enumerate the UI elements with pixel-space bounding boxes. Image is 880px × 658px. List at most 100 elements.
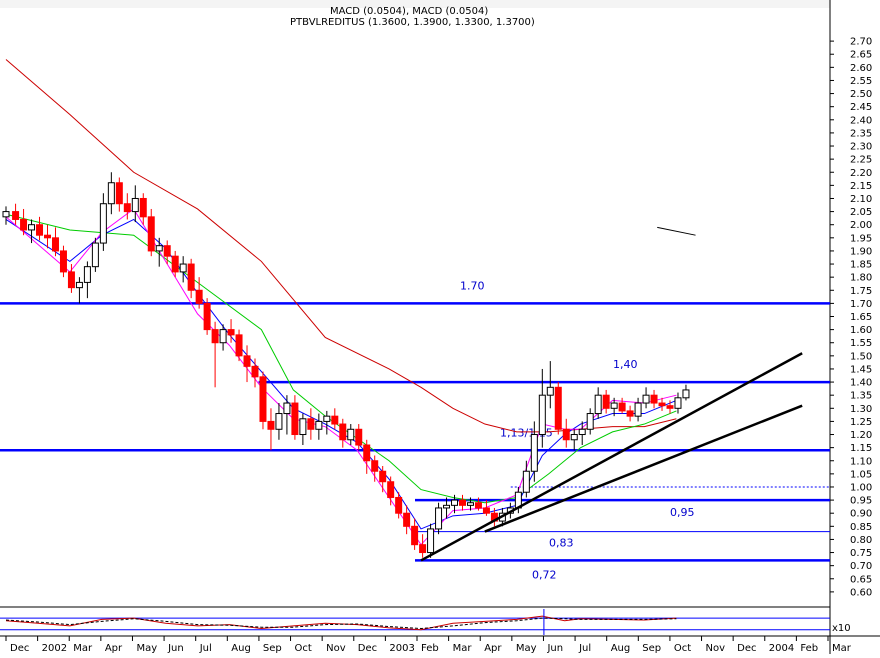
- candle[interactable]: [650, 389, 658, 409]
- candle[interactable]: [307, 408, 315, 440]
- candle[interactable]: [179, 256, 187, 283]
- candle[interactable]: [331, 408, 339, 430]
- candle[interactable]: [435, 502, 443, 535]
- candle[interactable]: [554, 382, 562, 435]
- candle[interactable]: [155, 237, 163, 267]
- ma-long-line: [5, 59, 677, 433]
- y-tick-label: 0.85: [850, 522, 872, 533]
- candle[interactable]: [419, 534, 427, 558]
- candle[interactable]: [355, 424, 363, 451]
- candle-body: [666, 405, 674, 409]
- candle[interactable]: [474, 497, 482, 511]
- candle[interactable]: [51, 227, 59, 257]
- x-tick-label: Feb: [800, 643, 818, 654]
- candle[interactable]: [530, 421, 538, 482]
- candle[interactable]: [482, 500, 490, 516]
- y-tick-label: 2.35: [850, 128, 872, 139]
- candle[interactable]: [586, 408, 594, 435]
- candle[interactable]: [59, 245, 67, 278]
- candle[interactable]: [451, 494, 459, 514]
- candle[interactable]: [283, 395, 291, 435]
- y-tick-label: 2.30: [850, 142, 872, 153]
- candle-body: [562, 428, 570, 441]
- candle[interactable]: [291, 395, 299, 440]
- trend-line: [420, 352, 803, 562]
- candle[interactable]: [682, 384, 690, 401]
- candle[interactable]: [546, 361, 554, 409]
- candle[interactable]: [522, 460, 530, 498]
- candle[interactable]: [99, 193, 107, 251]
- candle[interactable]: [666, 400, 674, 414]
- candle[interactable]: [323, 410, 331, 435]
- candle[interactable]: [618, 397, 626, 414]
- trend-line: [484, 404, 803, 533]
- candle[interactable]: [315, 413, 323, 440]
- candle[interactable]: [259, 371, 267, 430]
- candle[interactable]: [299, 413, 307, 446]
- candle[interactable]: [28, 219, 36, 244]
- candle[interactable]: [211, 321, 219, 388]
- candle[interactable]: [594, 387, 602, 419]
- candle[interactable]: [171, 250, 179, 278]
- candle[interactable]: [67, 264, 75, 293]
- candle[interactable]: [267, 408, 275, 451]
- candle[interactable]: [538, 368, 546, 448]
- candle[interactable]: [387, 476, 395, 506]
- candle[interactable]: [147, 208, 155, 257]
- candle[interactable]: [275, 403, 283, 440]
- candle[interactable]: [427, 523, 435, 558]
- candle[interactable]: [642, 387, 650, 409]
- candle[interactable]: [139, 193, 147, 225]
- candle[interactable]: [195, 277, 203, 309]
- candle[interactable]: [219, 324, 227, 351]
- candle[interactable]: [131, 185, 139, 223]
- candle[interactable]: [443, 497, 451, 519]
- candle[interactable]: [658, 397, 666, 411]
- candle[interactable]: [75, 277, 83, 304]
- candle[interactable]: [44, 224, 51, 249]
- candle[interactable]: [163, 240, 171, 265]
- x-tick-label: Dec: [10, 643, 29, 654]
- candle[interactable]: [395, 492, 403, 519]
- candle[interactable]: [20, 208, 28, 236]
- candle[interactable]: [235, 329, 243, 362]
- candle[interactable]: [403, 505, 411, 535]
- candle-body: [554, 386, 562, 430]
- x-tick-label: May: [516, 643, 537, 654]
- candle[interactable]: [91, 237, 99, 272]
- candle[interactable]: [243, 345, 251, 383]
- x-tick-label: Feb: [421, 643, 439, 654]
- candle[interactable]: [203, 298, 211, 335]
- x-tick-label: Mar: [453, 643, 473, 654]
- candle[interactable]: [83, 261, 91, 299]
- candle[interactable]: [578, 421, 586, 446]
- candle[interactable]: [466, 497, 474, 511]
- candle[interactable]: [634, 397, 642, 422]
- candle[interactable]: [610, 397, 618, 417]
- candle[interactable]: [36, 216, 44, 241]
- candle[interactable]: [115, 177, 123, 212]
- candle[interactable]: [363, 439, 371, 474]
- candle[interactable]: [674, 392, 682, 414]
- candle[interactable]: [123, 193, 131, 220]
- candle[interactable]: [2, 206, 10, 225]
- y-tick-label: 1.10: [850, 456, 872, 467]
- candle[interactable]: [251, 358, 259, 388]
- candle[interactable]: [347, 424, 355, 446]
- candle[interactable]: [626, 405, 634, 422]
- candle[interactable]: [570, 429, 578, 451]
- y-tick-label: 2.65: [850, 50, 872, 61]
- candle[interactable]: [107, 172, 115, 215]
- candle[interactable]: [459, 494, 466, 511]
- candle[interactable]: [379, 465, 387, 493]
- candle[interactable]: [371, 455, 379, 482]
- candle[interactable]: [12, 203, 20, 225]
- candle[interactable]: [187, 258, 195, 299]
- candle[interactable]: [339, 418, 347, 448]
- candle-body: [443, 504, 451, 509]
- candle[interactable]: [411, 518, 419, 550]
- candle[interactable]: [602, 389, 610, 414]
- candle[interactable]: [562, 418, 570, 448]
- candle[interactable]: [227, 319, 235, 343]
